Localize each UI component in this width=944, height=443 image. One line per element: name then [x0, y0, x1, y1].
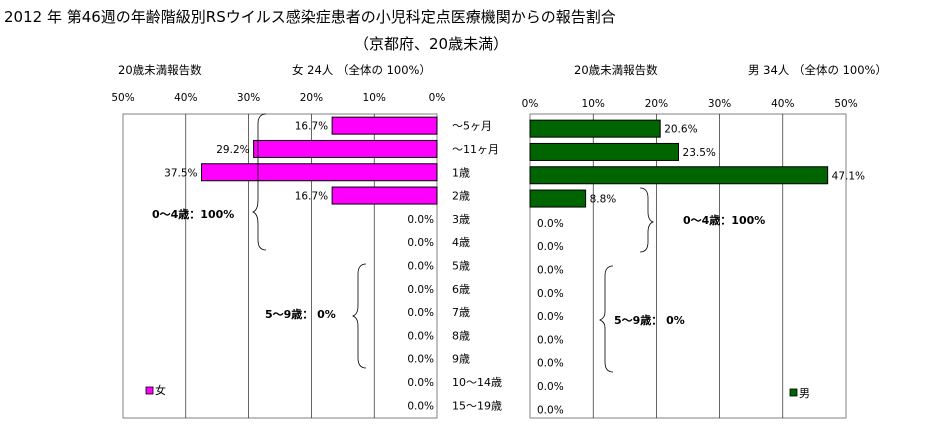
right-header-label: 20歳未満報告数	[574, 63, 658, 77]
female-data-label: 0.0%	[407, 237, 434, 249]
right-brace-0-4	[639, 187, 655, 253]
right-x-tick-label: 30%	[708, 98, 731, 110]
male-data-label: 0.0%	[537, 358, 564, 370]
left-x-tick-label: 30%	[237, 92, 260, 104]
female-data-label: 37.5%	[164, 167, 197, 179]
female-bar	[201, 163, 438, 182]
right-annotation-0-4: 0～4歳：100%	[683, 213, 765, 227]
category-label: ～11ヶ月	[452, 143, 499, 156]
right-x-tick-label: 0%	[522, 98, 539, 110]
category-label: 9歳	[452, 353, 470, 366]
right-x-tick-label: 50%	[834, 98, 857, 110]
right-header-summary: 男 34人 （全体の 100%）	[748, 63, 887, 77]
left-brace-5-9	[351, 263, 367, 369]
right-brace-5-9	[598, 265, 614, 373]
category-label: 5歳	[452, 259, 470, 272]
female-bar	[253, 139, 438, 158]
female-data-label: 0.0%	[407, 214, 434, 226]
male-data-label: 0.0%	[537, 381, 564, 393]
right-x-tick-label: 20%	[645, 98, 668, 110]
male-legend-label: 男	[799, 387, 810, 400]
category-label: 1歳	[452, 166, 470, 179]
left-header-label: 20歳未満報告数	[118, 63, 202, 77]
male-data-label: 0.0%	[537, 311, 564, 323]
left-x-tick-label: 50%	[111, 92, 134, 104]
female-legend-swatch	[145, 386, 154, 395]
female-data-label: 29.2%	[216, 144, 249, 156]
male-data-label: 8.8%	[590, 194, 617, 206]
category-label: 15～19歳	[452, 399, 502, 412]
chart-title: 2012 年 第46週の年齢階級別RSウイルス感染症患者の小児科定点医療機関から…	[4, 8, 616, 26]
female-data-label: 0.0%	[407, 354, 434, 366]
right-x-tick-label: 40%	[771, 98, 794, 110]
category-label: 2歳	[452, 190, 470, 203]
left-annotation-0-4: 0～4歳：100%	[152, 207, 234, 221]
male-bar	[529, 142, 680, 161]
left-plot-area	[122, 113, 438, 419]
left-x-tick-label: 10%	[363, 92, 386, 104]
male-data-label: 0.0%	[537, 404, 564, 416]
male-data-label: 47.1%	[832, 170, 865, 182]
chart-subtitle: （京都府、20歳未満）	[354, 35, 509, 53]
female-bar	[331, 116, 438, 135]
female-data-label: 0.0%	[407, 377, 434, 389]
male-bar	[529, 119, 661, 138]
male-data-label: 0.0%	[537, 288, 564, 300]
female-data-label: 0.0%	[407, 400, 434, 412]
female-data-label: 0.0%	[407, 330, 434, 342]
right-x-tick-label: 10%	[582, 98, 605, 110]
male-data-label: 0.0%	[537, 241, 564, 253]
category-label: ～5ヶ月	[452, 120, 492, 133]
left-x-tick-label: 40%	[174, 92, 197, 104]
right-annotation-5-9: 5～9歳： 0%	[614, 313, 685, 327]
category-label: 4歳	[452, 236, 470, 249]
left-header-summary: 女 24人 （全体の 100%）	[292, 63, 431, 77]
female-data-label: 0.0%	[407, 307, 434, 319]
male-data-label: 20.6%	[664, 124, 697, 136]
male-data-label: 0.0%	[537, 264, 564, 276]
female-bar	[331, 186, 438, 205]
female-data-label: 0.0%	[407, 260, 434, 272]
category-label: 6歳	[452, 283, 470, 296]
male-legend-swatch	[789, 388, 798, 397]
right-plot-area	[529, 113, 847, 419]
male-data-label: 0.0%	[537, 218, 564, 230]
female-legend-label: 女	[155, 383, 166, 397]
male-data-label: 23.5%	[683, 147, 716, 159]
category-label: 10～14歳	[452, 376, 502, 389]
left-annotation-5-9: 5～9歳： 0%	[265, 307, 336, 321]
female-data-label: 16.7%	[295, 191, 328, 203]
category-label: 3歳	[452, 213, 470, 226]
male-data-label: 0.0%	[537, 334, 564, 346]
category-label: 7歳	[452, 306, 470, 319]
female-data-label: 16.7%	[295, 121, 328, 133]
male-bar	[529, 189, 587, 208]
left-x-tick-label: 20%	[300, 92, 323, 104]
left-brace-0-4	[251, 113, 267, 251]
left-x-tick-label: 0%	[429, 92, 446, 104]
female-data-label: 0.0%	[407, 284, 434, 296]
male-bar	[529, 166, 829, 185]
category-label: 8歳	[452, 329, 470, 342]
